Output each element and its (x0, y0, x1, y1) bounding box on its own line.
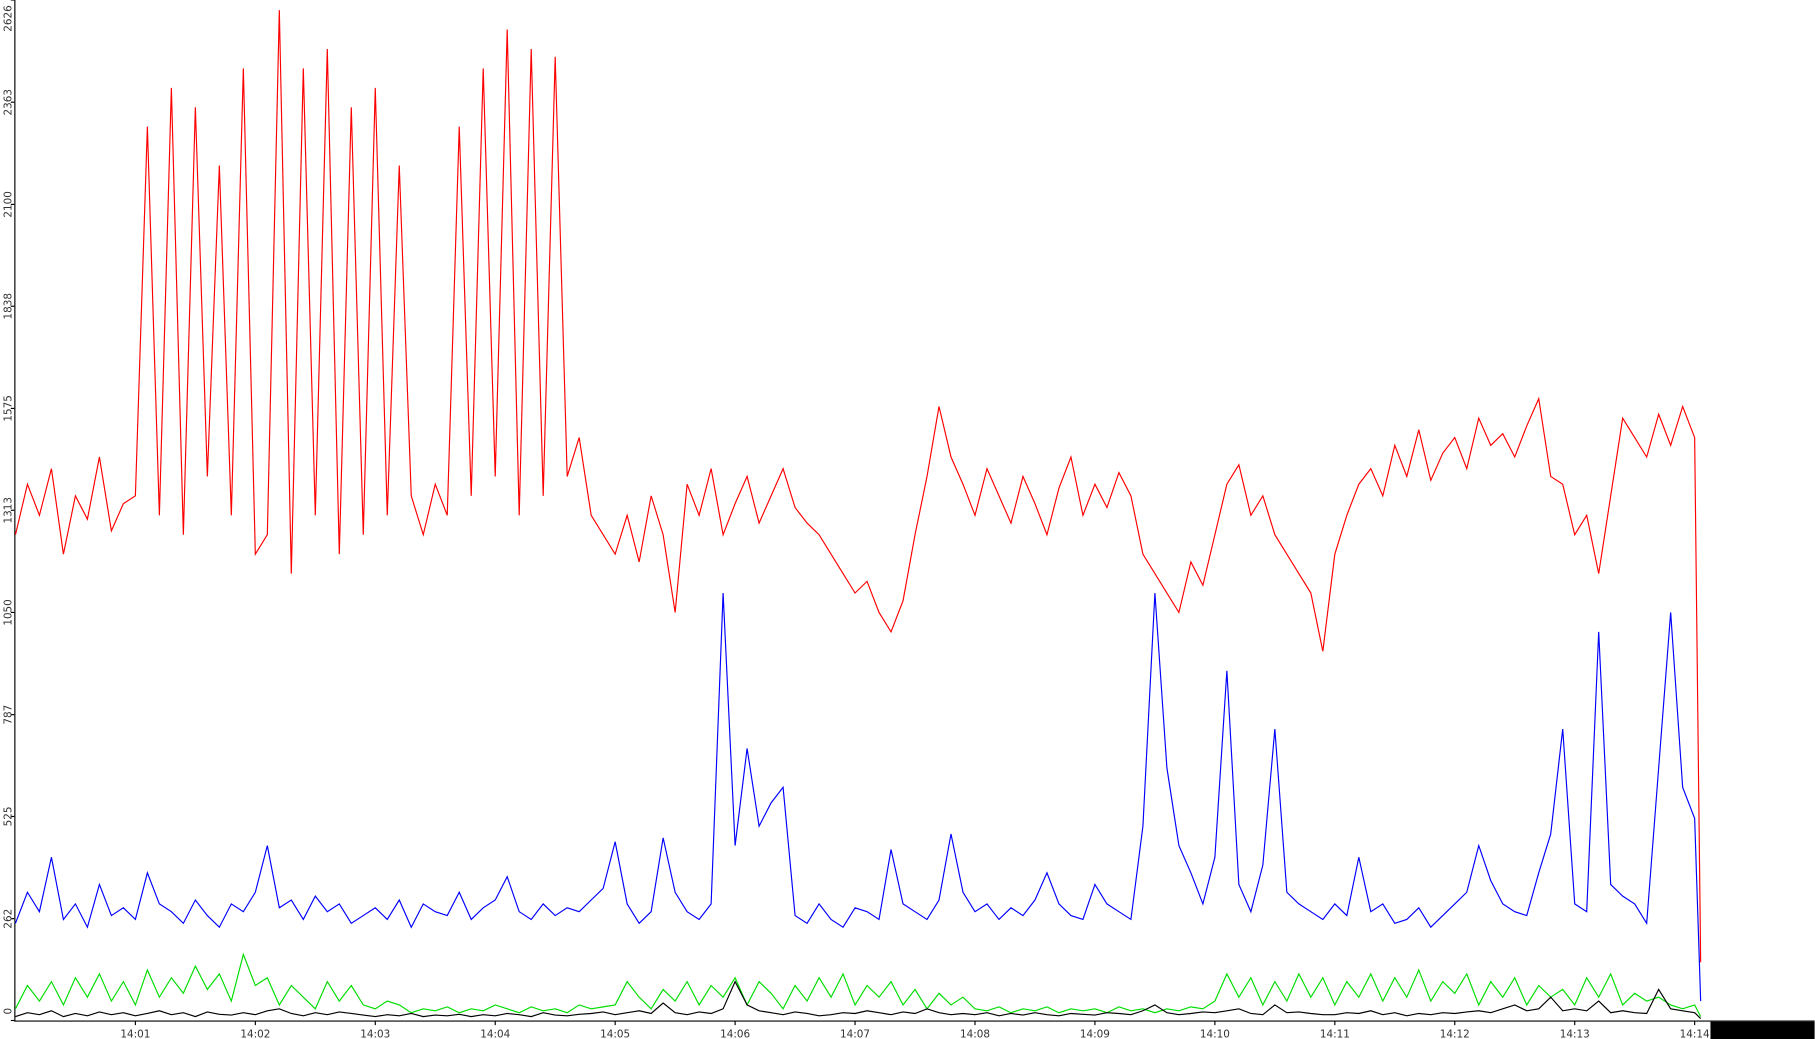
x-tick-label: 14:09 (1080, 1028, 1110, 1039)
y-tick-label: 1575 (2, 395, 14, 421)
x-tick-label: 14:11 (1320, 1028, 1350, 1039)
x-tick-label: 14:07 (840, 1028, 870, 1039)
y-tick-label: 262 (2, 909, 14, 929)
x-tick-label: 14:02 (240, 1028, 270, 1039)
x-tick-label: 14:06 (720, 1028, 750, 1039)
y-tick-label: 0 (2, 1008, 14, 1015)
series-line (14, 592, 1702, 1002)
series-line (14, 952, 1702, 1017)
y-tick-label: 1050 (2, 599, 14, 625)
y-tick-label: 2363 (2, 89, 14, 115)
series-line (14, 10, 1702, 963)
x-tick-label: 14:03 (360, 1028, 390, 1039)
y-tick-label: 787 (2, 705, 14, 725)
x-tick-label: 14:05 (600, 1028, 630, 1039)
x-tick-label: 14:14 (1680, 1028, 1710, 1039)
y-tick-label: 1838 (2, 293, 14, 319)
axis-filler (1710, 1021, 1815, 1039)
y-tick-label: 525 (2, 807, 14, 827)
x-tick-label: 14:13 (1560, 1028, 1590, 1039)
series-line (15, 980, 1702, 1019)
x-tick-label: 14:12 (1440, 1028, 1470, 1039)
x-tick-label: 14:04 (480, 1028, 510, 1039)
y-tick-label: 1313 (2, 497, 14, 523)
x-tick-label: 14:01 (120, 1028, 150, 1039)
x-tick-label: 14:08 (960, 1028, 990, 1039)
y-tick-label: 2626 (2, 5, 14, 31)
x-tick-label: 14:10 (1200, 1028, 1230, 1039)
y-tick-label: 2100 (2, 191, 14, 217)
